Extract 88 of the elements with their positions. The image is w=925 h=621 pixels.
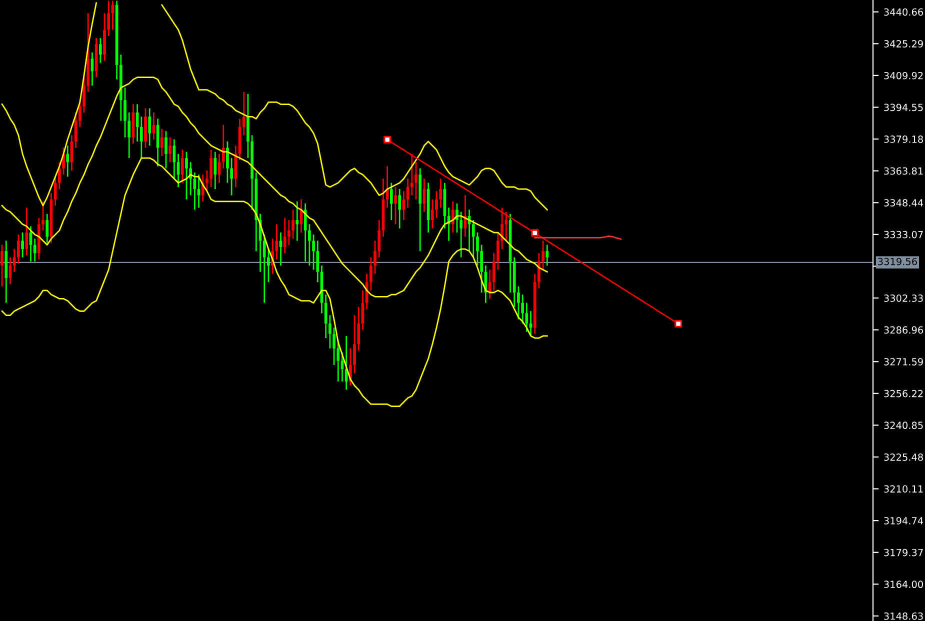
candlestick xyxy=(394,186,397,225)
candlestick xyxy=(124,87,126,138)
candlestick xyxy=(160,128,164,157)
y-tick-label: 3379.18 xyxy=(884,136,923,143)
candlestick xyxy=(357,306,360,352)
y-tick-label: 3240.85 xyxy=(884,422,923,430)
candlestick xyxy=(288,219,290,246)
candlestick xyxy=(206,170,208,192)
candlestick xyxy=(0,244,4,287)
candlestick xyxy=(222,124,225,170)
candlestick xyxy=(398,188,402,230)
candlestick xyxy=(312,234,315,270)
candlestick xyxy=(185,151,188,200)
y-tick-label: 3271.59 xyxy=(884,358,923,366)
candlestick xyxy=(336,339,340,382)
candlestick xyxy=(267,248,270,283)
y-tick-label: 3286.96 xyxy=(884,326,924,334)
point xyxy=(384,136,392,144)
y-tick-label: 3225.48 xyxy=(884,453,923,461)
candlestick xyxy=(210,149,213,188)
candlestick xyxy=(316,240,320,283)
candlestick xyxy=(517,286,520,320)
candlestick xyxy=(140,116,143,159)
candlestick xyxy=(164,130,168,170)
y-tick-label: 3194.74 xyxy=(884,517,924,524)
y-tick-label: 3302.33 xyxy=(884,294,923,302)
candlestick xyxy=(430,198,434,230)
candlestick xyxy=(230,157,234,196)
candlestick xyxy=(17,234,20,264)
candlestick xyxy=(226,140,229,184)
candlestick xyxy=(242,91,246,136)
candlestick xyxy=(414,161,418,200)
candlestick xyxy=(214,151,217,190)
candlestick xyxy=(283,217,286,254)
candlestick xyxy=(439,178,442,208)
point xyxy=(674,320,682,328)
line-series xyxy=(1,157,548,407)
y-tick-label: 3179.37 xyxy=(884,548,923,556)
candlestick xyxy=(492,252,496,292)
candlestick xyxy=(66,144,70,178)
candlestick xyxy=(98,37,102,64)
candlestick xyxy=(46,213,49,244)
candlestick xyxy=(262,234,266,304)
y-tick-label: 3440.66 xyxy=(884,8,924,16)
candlestick xyxy=(378,219,381,258)
candlestick xyxy=(25,206,28,256)
candlestick xyxy=(476,232,479,266)
candlestick xyxy=(180,149,184,184)
candlestick xyxy=(538,252,540,290)
candlestick xyxy=(304,202,307,262)
y-tick-label: 3363.81 xyxy=(884,167,923,175)
candlestick xyxy=(292,209,294,240)
candlestick xyxy=(168,136,172,163)
candlestick xyxy=(148,108,152,146)
y-tick-label: 3148.63 xyxy=(884,612,923,620)
candlestick xyxy=(42,200,44,232)
y-tick-label: 3164.00 xyxy=(884,580,923,588)
candlestick xyxy=(480,244,484,294)
candlestick xyxy=(496,232,500,270)
candlestick xyxy=(521,294,524,324)
y-tick-label: 3409.92 xyxy=(884,72,923,80)
candlestick xyxy=(353,314,356,374)
point xyxy=(531,229,539,237)
candlestick xyxy=(107,0,110,37)
candlestick xyxy=(296,200,299,242)
candlestick xyxy=(332,326,336,366)
y-tick-label: 3210.11 xyxy=(884,485,923,493)
candlestick xyxy=(128,112,131,159)
candlestick xyxy=(546,244,549,266)
candlestick xyxy=(21,232,24,258)
candlestick xyxy=(374,240,376,275)
candlestick xyxy=(390,182,393,221)
candlestick xyxy=(500,206,504,250)
candlestick xyxy=(410,153,414,196)
y-tick-label: 3333.07 xyxy=(884,230,923,238)
y-tick-label: 3348.44 xyxy=(884,199,924,206)
y-tick-label: 3425.29 xyxy=(884,40,923,48)
y-tick-label: 3394.55 xyxy=(884,104,923,112)
candlestick xyxy=(386,166,389,208)
candlestick xyxy=(33,238,36,262)
candlestick xyxy=(542,240,544,270)
candlestick xyxy=(197,174,200,208)
candlestick xyxy=(472,219,475,258)
candlestick xyxy=(344,335,348,390)
candlestick xyxy=(460,211,463,258)
ref-line-label: 3319.56 xyxy=(878,258,917,266)
y-tick-label: 3256.22 xyxy=(884,390,923,398)
candlestick xyxy=(435,190,438,219)
